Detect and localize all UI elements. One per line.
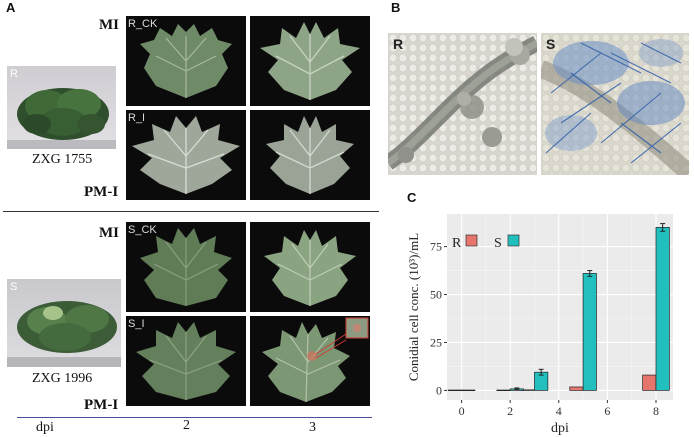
leaf-s-i-day3	[250, 316, 370, 406]
bar-r-8	[642, 374, 657, 391]
micrograph-susceptible-label: S	[546, 36, 556, 52]
panel-a-letter: A	[6, 0, 16, 15]
leaf-illustration	[264, 230, 356, 306]
susceptible-photo-label: S	[10, 281, 18, 293]
bar-r-0	[447, 389, 462, 391]
pm-i-label-bottom: PM-I	[84, 397, 119, 413]
bar-s-5	[582, 273, 597, 391]
leaf-illustration	[140, 228, 232, 306]
dpi-value-3: 3	[309, 420, 316, 435]
leaf-s-i-label: S_I	[128, 318, 145, 330]
y-axis-label: Conidial cell conc. (10³)/mL	[406, 233, 421, 381]
susceptible-cultivar-name: ZXG 1996	[32, 371, 93, 386]
panel-c-letter: C	[407, 190, 417, 205]
resistant-photo-label: R	[10, 68, 18, 80]
dpi-value-2: 2	[183, 418, 190, 433]
leaf-r-i-day2: R_I	[126, 110, 246, 200]
panel-b-letter: B	[391, 0, 401, 15]
y-tick-label: 25	[430, 335, 442, 349]
error-bars	[514, 223, 666, 391]
y-tick-label: 0	[436, 383, 442, 397]
legend-swatch-s	[507, 234, 520, 247]
leaf-s-ck-label: S_CK	[128, 224, 157, 236]
bar-s-8	[655, 227, 670, 391]
bar-r-5	[569, 386, 584, 391]
leaf-s-i-day2: S_I	[126, 316, 246, 406]
y-tick-label: 75	[430, 240, 442, 254]
resistant-plant-illustration	[7, 88, 116, 149]
panel-a-separator	[3, 211, 379, 212]
leaf-r-ck-day2: R_CK	[126, 16, 246, 106]
mi-label-bottom: MI	[99, 225, 119, 241]
micrograph-resistant-illustration	[388, 33, 537, 175]
leaf-s-ck-day2: S_CK	[126, 222, 246, 312]
legend-label-r: R	[452, 236, 462, 251]
micrograph-resistant: R	[388, 33, 537, 175]
x-tick-label: 6	[604, 404, 610, 418]
x-axis-label: dpi	[551, 421, 569, 436]
leaf-r-i-label: R_I	[128, 112, 146, 124]
x-tick-label: 4	[556, 404, 562, 418]
dpi-axis-line	[17, 417, 372, 418]
leaf-r-ck-day3	[250, 16, 370, 106]
x-tick-label: 0	[459, 404, 465, 418]
x-ticks: 0 2 4 6 8	[459, 400, 659, 418]
plot-background	[447, 214, 673, 400]
x-tick-label: 8	[653, 404, 659, 418]
micrograph-resistant-label: R	[393, 36, 404, 52]
bar-marks	[447, 227, 670, 391]
y-tick-label: 50	[430, 288, 442, 302]
leaf-s-ck-day3	[250, 222, 370, 312]
leaf-illustration	[260, 22, 360, 100]
leaf-illustration	[262, 317, 369, 403]
legend-label-s: S	[494, 236, 502, 251]
susceptible-plant-photo: S	[7, 279, 121, 367]
y-ticks: 0 25 50 75	[430, 240, 447, 397]
bar-s-0	[461, 389, 476, 391]
leaf-illustration	[132, 116, 240, 194]
resistant-cultivar-name: ZXG 1755	[32, 152, 93, 167]
micrograph-susceptible: S	[541, 33, 689, 175]
leaf-illustration	[136, 322, 236, 400]
micrograph-susceptible-illustration	[541, 33, 689, 175]
legend-swatch-r	[465, 234, 478, 247]
susceptible-plant-illustration	[7, 301, 121, 367]
mi-label-top: MI	[99, 17, 119, 33]
leaf-r-ck-label: R_CK	[128, 18, 158, 30]
dpi-axis-label: dpi	[36, 420, 54, 435]
pm-i-label-top: PM-I	[84, 184, 119, 200]
bar-r-2	[496, 389, 511, 391]
leaf-r-i-day3	[250, 110, 370, 200]
leaf-illustration	[266, 116, 354, 194]
resistant-plant-photo: R	[7, 66, 116, 149]
leaf-illustration	[140, 24, 232, 98]
x-tick-label: 2	[507, 404, 513, 418]
